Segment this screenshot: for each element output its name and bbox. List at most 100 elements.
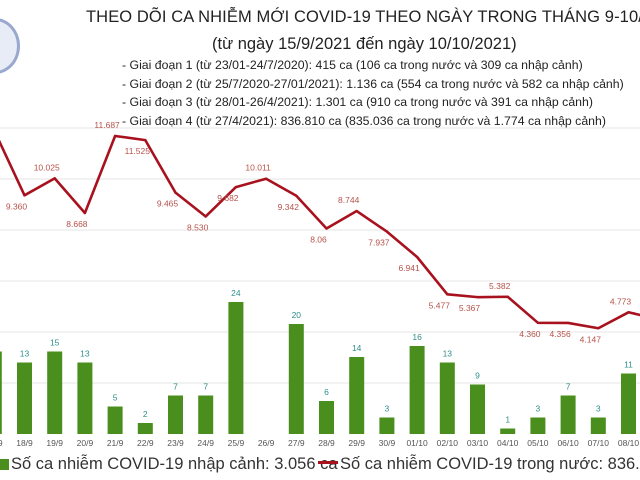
line-value-label: 7.937 (368, 238, 390, 248)
phase-3: - Giai đoạn 3 (từ 28/01-26/4/2021): 1.30… (122, 95, 593, 109)
x-tick-label: 29/9 (348, 438, 365, 448)
x-tick-label: 21/9 (107, 438, 124, 448)
bar (590, 417, 606, 434)
bar-value-label: 13 (80, 349, 90, 359)
x-tick-label: 23/9 (167, 438, 184, 448)
line-value-label: 8.06 (310, 234, 327, 244)
bar-value-label: 5 (113, 393, 118, 403)
line-point (264, 177, 268, 180)
line-value-label: 9.360 (6, 201, 28, 211)
line-point (113, 134, 117, 138)
red-line-icon (318, 461, 338, 464)
line-point (174, 191, 177, 194)
x-tick-label: 06/10 (557, 438, 579, 448)
line-point (415, 255, 419, 259)
x-tick-label: 04/10 (497, 438, 519, 448)
phase-summary: - Giai đoạn 1 (từ 23/01-24/7/2020): 415 … (122, 56, 624, 130)
bar-value-label: 20 (292, 310, 302, 320)
line-point (83, 211, 87, 215)
line-value-label: 8.744 (338, 195, 360, 205)
chart-subtitle: (từ ngày 15/9/2021 đến ngày 10/10/2021) (212, 35, 517, 53)
bar (168, 395, 183, 434)
bar (198, 395, 214, 434)
bar-value-label: 14 (352, 343, 362, 353)
bar (560, 395, 576, 434)
green-square-icon (0, 459, 9, 470)
bar-value-label: 7 (203, 382, 208, 392)
bar-value-label: 7 (566, 382, 571, 392)
x-tick-label: 20/9 (77, 438, 94, 448)
line-value-label: 11.687 (94, 120, 120, 130)
bar (47, 351, 63, 434)
bar (228, 302, 244, 434)
bar (107, 406, 123, 434)
x-tick-label: 05/10 (527, 438, 549, 448)
x-tick-label: 18/9 (16, 438, 33, 448)
x-tick-label: 03/10 (467, 438, 489, 448)
bar-value-label: 2 (143, 409, 148, 419)
line-value-label: 9.342 (278, 202, 300, 212)
line-point (204, 215, 207, 218)
line-point (295, 194, 298, 197)
legend-line-label: Số ca nhiễm COVID-19 trong nước: 836.606 (340, 455, 640, 473)
line-value-label: 11.525 (125, 146, 151, 156)
x-tick-label: 24/9 (197, 438, 214, 448)
line-value-label: 9.682 (217, 193, 239, 203)
bar-value-label: 13 (443, 349, 453, 359)
line-value-label: 5.382 (489, 281, 511, 291)
line-value-label: 6.941 (398, 263, 420, 273)
bar-value-label: 3 (596, 404, 601, 414)
x-tick-label: 26/9 (258, 438, 275, 448)
bar (470, 384, 485, 434)
x-tick-label: 28/9 (318, 438, 335, 448)
x-tick-label: 30/9 (379, 438, 396, 448)
x-tick-label: 17/9 (0, 438, 3, 448)
bar (319, 401, 334, 434)
legend-bars: Số ca nhiễm COVID-19 nhập cảnh: 3.056 ca (0, 455, 338, 474)
bar-value-label: 15 (50, 338, 60, 348)
line-point (355, 209, 358, 213)
line-point (476, 295, 479, 299)
line-value-label: 10.025 (34, 162, 60, 172)
x-tick-label: 01/10 (406, 438, 428, 448)
bar (0, 351, 2, 434)
line-point (506, 295, 509, 298)
bar (500, 428, 516, 434)
phase-1: - Giai đoạn 1 (từ 23/01-24/7/2020): 415 … (122, 58, 583, 72)
line-value-label: 5.367 (459, 303, 481, 313)
x-tick-label: 27/9 (288, 438, 305, 448)
bar-value-label: 6 (324, 387, 329, 397)
x-tick-label: 22/9 (137, 438, 154, 448)
phase-2: - Giai đoạn 2 (từ 25/7/2020-27/01/2021):… (122, 76, 624, 91)
line-value-label: 10.011 (245, 163, 271, 173)
x-tick-label: 07/10 (588, 438, 610, 448)
bar-value-label: 9 (475, 371, 480, 381)
bar (137, 423, 153, 434)
bar-value-label: 3 (385, 404, 390, 414)
bar-value-label: 24 (231, 288, 241, 298)
x-tick-label: 08/10 (618, 438, 640, 448)
legend-line: Số ca nhiễm COVID-19 trong nước: 836.606 (318, 455, 640, 474)
bar-value-label: 3 (536, 404, 541, 414)
bar (621, 373, 636, 434)
line-point (385, 230, 389, 233)
line-point (566, 321, 570, 325)
line-point (53, 177, 56, 180)
line-point (446, 293, 449, 296)
line-value-label: 4.773 (610, 296, 632, 306)
bar (288, 324, 304, 434)
phase-4: - Giai đoạn 4 (từ 27/4/2021): 836.810 ca… (122, 113, 606, 128)
x-tick-label: 02/10 (437, 438, 459, 448)
line-point (627, 311, 630, 314)
bar-value-label: 16 (412, 332, 422, 342)
bar-value-label: 7 (173, 382, 178, 392)
line-value-label: 5.477 (429, 300, 451, 310)
bar (409, 346, 425, 434)
bar-value-label: 11 (624, 360, 633, 370)
bar (379, 417, 395, 434)
line-point (597, 327, 600, 330)
bar (439, 362, 455, 434)
bar-value-label: 13 (20, 349, 30, 359)
line-value-label: 4.147 (580, 334, 602, 344)
